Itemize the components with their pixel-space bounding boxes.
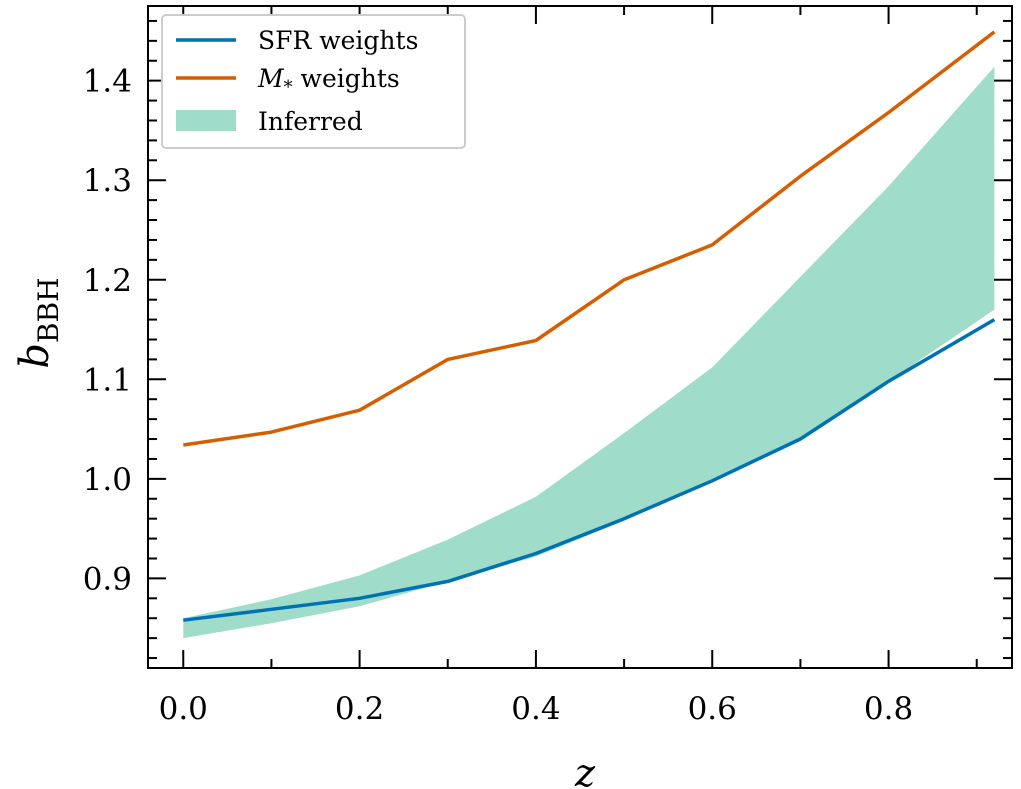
legend-inferred-swatch [176,110,236,131]
y-axis-title-text: bBBH [12,277,65,368]
legend: SFR weights M* weights Inferred [161,14,466,149]
x-tick-label: 0.2 [335,691,384,727]
y-tick-label: 1.3 [83,163,132,199]
legend-mstar-symbol: M [257,64,285,93]
mstar-weights-line [183,30,996,447]
x-tick-label: 0.4 [511,691,560,727]
legend-mstar-label: M* weights [257,64,400,98]
inferred-band [183,66,995,639]
y-tick-label: 1.0 [83,462,132,498]
y-tick-label: 1.1 [83,362,132,398]
axis-ticks: 0.0 0.2 0.4 0.6 0.8 0.9 1.0 1.1 1.2 1.3 1.4 [83,6,1012,727]
x-tick-label: 0.8 [864,691,913,727]
y-tick-label: 1.4 [83,64,132,100]
y-axis-subscript: BBH [32,277,65,343]
legend-mstar-suffix: weights [293,64,400,93]
y-axis-title: bBBH [12,277,65,368]
y-tick-label: 0.9 [83,561,132,597]
x-tick-label: 0.0 [159,691,208,727]
axes-frame [147,5,1013,669]
x-tick-label: 0.6 [688,691,737,727]
y-axis-symbol: b [12,343,58,369]
x-axis-title: z [574,751,596,789]
legend-box [161,14,466,149]
sfr-weights-line [183,318,996,622]
legend-inferred-label: Inferred [258,107,363,136]
legend-mstar-subscript: * [284,77,293,98]
legend-sfr-label: SFR weights [258,26,418,55]
plot-area [183,30,996,639]
y-tick-label: 1.2 [83,263,132,299]
